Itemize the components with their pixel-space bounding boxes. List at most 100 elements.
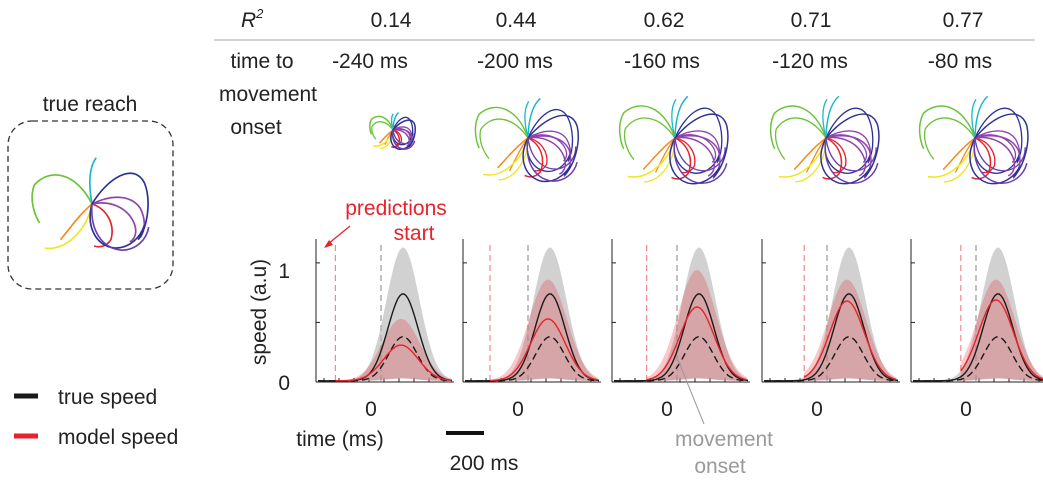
reach-thumbnail xyxy=(474,97,579,183)
time-to-onset-value: -160 ms xyxy=(624,50,700,73)
reach-path xyxy=(825,136,867,177)
y-tick-1: 1 xyxy=(278,260,290,283)
true-reach-path xyxy=(88,157,97,205)
reach-path xyxy=(497,137,529,169)
reach-path xyxy=(974,95,989,139)
time-label-line-1: time to xyxy=(230,50,293,73)
reach-path xyxy=(969,137,1020,185)
x-tick-label: 0 xyxy=(661,398,673,421)
true-reach-path xyxy=(91,203,113,248)
reach-path xyxy=(391,129,416,150)
reach-path xyxy=(974,137,1026,172)
r2-value: 0.77 xyxy=(943,9,984,32)
reach-path xyxy=(822,137,843,180)
model-speed-line xyxy=(646,306,747,381)
movement-onset-label-1: movement xyxy=(675,428,773,451)
true-speed-band xyxy=(764,247,898,381)
true-reach-path xyxy=(89,203,146,249)
reach-path xyxy=(669,137,720,185)
reach-path xyxy=(527,114,579,176)
predictions-start-label-1: predictions xyxy=(345,197,447,220)
time-to-onset-value: -240 ms xyxy=(332,50,408,73)
reach-path xyxy=(971,137,992,180)
speed-panel: 0 xyxy=(910,239,1043,421)
time-to-onset-values: -240 ms -200 ms -160 ms -120 ms -80 ms xyxy=(332,50,992,73)
reach-thumbnail xyxy=(769,95,880,185)
r2-label: R2 xyxy=(241,6,264,32)
model-speed-line xyxy=(489,318,599,382)
arrow-head xyxy=(324,240,333,248)
reach-path xyxy=(825,134,868,163)
reach-path xyxy=(527,136,567,175)
r2-values: 0.14 0.44 0.62 0.71 0.77 xyxy=(371,9,984,32)
reach-path xyxy=(674,113,729,178)
model-speed-line xyxy=(335,344,452,382)
reach-path xyxy=(778,137,827,178)
time-to-onset-value: -200 ms xyxy=(477,50,553,73)
reach-path xyxy=(392,111,400,131)
reach-path xyxy=(369,115,394,135)
reach-path xyxy=(923,117,976,160)
reach-path xyxy=(527,137,548,172)
movement-onset-label-2: onset xyxy=(694,455,746,478)
reach-thumbnail xyxy=(369,111,416,150)
r2-value: 0.71 xyxy=(791,9,832,32)
reach-path xyxy=(825,137,877,172)
reach-path xyxy=(674,137,726,172)
r2-value: 0.62 xyxy=(644,9,685,32)
reach-path xyxy=(824,137,879,184)
reach-path xyxy=(527,134,568,162)
reach-path xyxy=(392,119,416,148)
true-speed-band xyxy=(318,247,452,381)
reach-path xyxy=(825,95,840,139)
reach-path xyxy=(820,137,871,185)
true-reach-path xyxy=(91,202,137,243)
reach-path xyxy=(391,129,401,148)
x-tick-label: 0 xyxy=(512,398,524,421)
reach-path xyxy=(671,137,692,180)
true-speed-band xyxy=(913,247,1043,381)
reach-path xyxy=(390,129,413,150)
reach-path xyxy=(627,137,676,178)
x-axis-label: time (ms) xyxy=(296,428,384,451)
reach-path xyxy=(372,129,394,147)
time-to-onset-value: -80 ms xyxy=(928,50,992,73)
reach-path xyxy=(623,117,676,160)
time-to-onset-value: -120 ms xyxy=(772,50,848,73)
reach-path xyxy=(673,137,728,184)
true-reach-trajectories xyxy=(31,157,150,252)
true-speed-line xyxy=(465,293,600,382)
true-reach-title: true reach xyxy=(43,93,138,116)
reach-path xyxy=(974,136,1016,177)
predictions-start-label-2: start xyxy=(394,222,435,245)
predictions-start-arrow xyxy=(327,225,351,245)
speed-panels: 0 0 0 0 0 xyxy=(315,239,1043,421)
reach-path xyxy=(674,136,716,177)
true-reach-path xyxy=(31,174,93,224)
true-speed-band xyxy=(465,247,599,381)
reach-path xyxy=(527,137,577,170)
reach-path xyxy=(974,134,1017,163)
reach-path xyxy=(527,97,541,139)
reach-path xyxy=(793,137,827,171)
reach-path xyxy=(973,137,1028,184)
true-speed-line xyxy=(913,293,1043,382)
model-speed-band xyxy=(646,270,747,381)
speed-panel: 0 xyxy=(761,239,900,421)
reach-path xyxy=(474,106,529,149)
reach-path xyxy=(774,117,827,160)
model-speed-line xyxy=(960,299,1043,380)
model-speed-band xyxy=(335,318,452,381)
reach-path xyxy=(769,105,827,150)
scale-bar-label: 200 ms xyxy=(450,452,519,475)
reach-path xyxy=(522,137,571,183)
reach-path xyxy=(825,113,880,178)
x-tick-label: 0 xyxy=(365,398,377,421)
reach-path xyxy=(371,121,394,140)
reach-path xyxy=(526,137,578,182)
reach-path xyxy=(524,137,544,178)
reach-path xyxy=(674,137,696,174)
legend-label-true: true speed xyxy=(58,386,157,409)
time-label-line-2: movement xyxy=(219,83,317,106)
model-speed-line xyxy=(803,300,897,381)
